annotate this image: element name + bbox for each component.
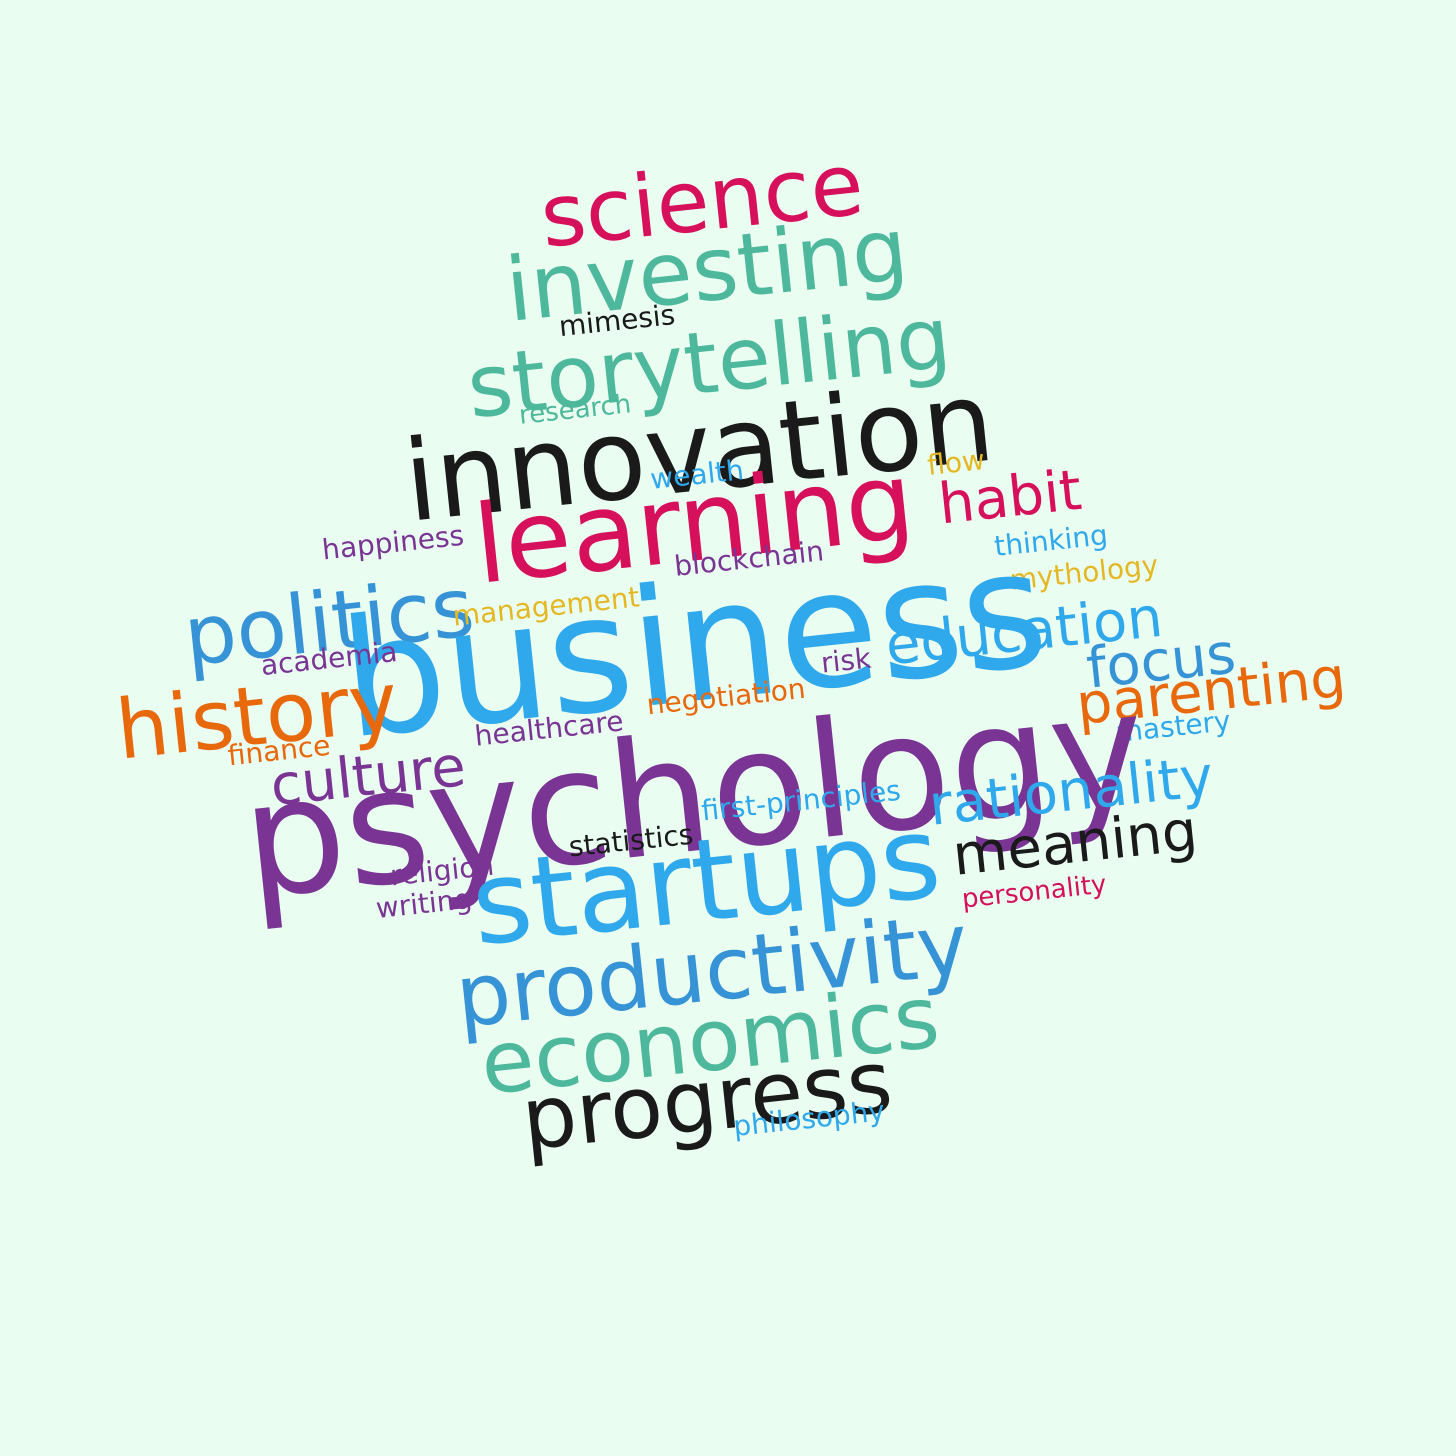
word-focus: focus: [1083, 621, 1238, 701]
word-risk: risk: [819, 641, 873, 679]
word-flow: flow: [926, 443, 987, 482]
word-habit: habit: [936, 458, 1085, 538]
